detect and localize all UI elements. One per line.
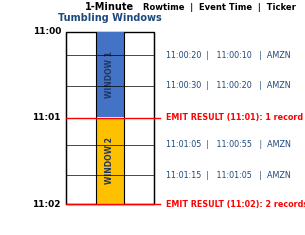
Text: 11:01: 11:01 (33, 113, 61, 122)
Bar (96, 118, 124, 204)
Bar (96, 32, 124, 118)
Text: 11:00: 11:00 (33, 27, 61, 36)
Text: EMIT RESULT (11:01): 1 record: EMIT RESULT (11:01): 1 record (166, 113, 303, 122)
Text: 11:01:05  |   11:00:55   |  AMZN: 11:01:05 | 11:00:55 | AMZN (166, 140, 291, 149)
Text: Rowtime  |  Event Time  |  Ticker: Rowtime | Event Time | Ticker (143, 3, 296, 12)
Text: 11:01:15  |   11:01:05   |  AMZN: 11:01:15 | 11:01:05 | AMZN (166, 171, 291, 180)
Text: WINDOW 1: WINDOW 1 (105, 51, 114, 98)
Text: WINDOW 2: WINDOW 2 (105, 137, 114, 184)
Text: 11:00:30  |   11:00:20   |  AMZN: 11:00:30 | 11:00:20 | AMZN (166, 81, 291, 90)
Bar (66, 32, 154, 204)
Text: 11:00:20  |   11:00:10   |  AMZN: 11:00:20 | 11:00:10 | AMZN (166, 51, 291, 60)
Text: Tumbling Windows: Tumbling Windows (58, 13, 162, 23)
Text: 1-Minute: 1-Minute (85, 2, 135, 12)
Text: 11:02: 11:02 (33, 200, 61, 209)
Text: EMIT RESULT (11:02): 2 records: EMIT RESULT (11:02): 2 records (166, 200, 305, 209)
